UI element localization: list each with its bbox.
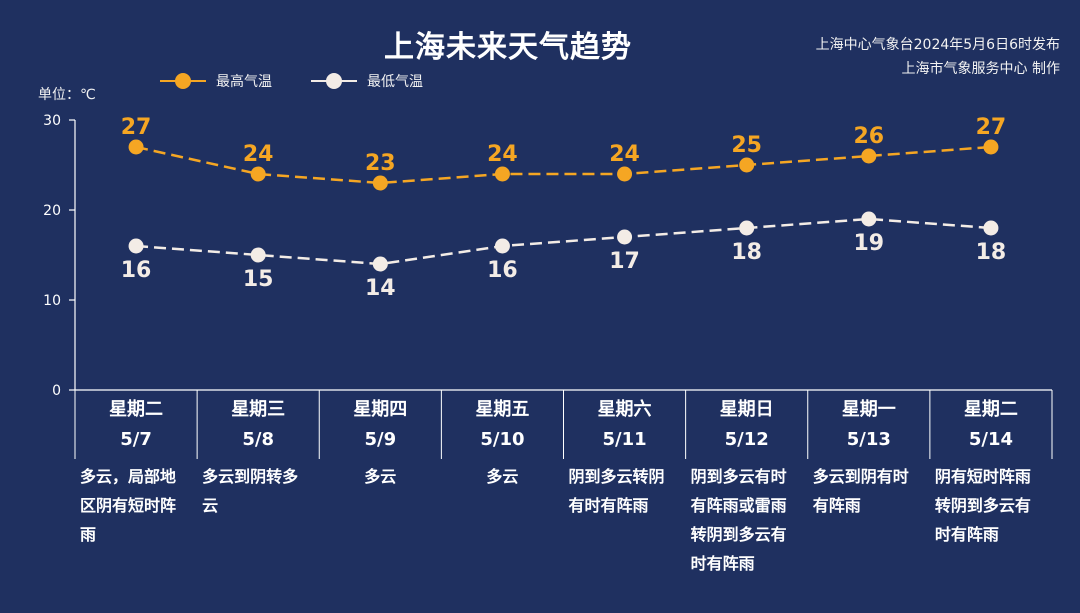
- weather-description: 多云: [364, 467, 397, 486]
- y-tick-label: 10: [43, 293, 61, 309]
- weekday-label: 星期三: [231, 399, 286, 420]
- day-header: 星期一 5/13: [808, 395, 930, 455]
- weekday-label: 星期一: [841, 399, 896, 420]
- data-point-low: [494, 238, 510, 254]
- source-info: 上海中心气象台2024年5月6日6时发布 上海市气象服务中心 制作: [816, 33, 1060, 81]
- data-label-high: 27: [121, 115, 152, 140]
- page-title: 上海未来天气趋势: [384, 30, 632, 65]
- y-tick-label: 0: [52, 383, 61, 399]
- weekday-label: 星期四: [353, 399, 408, 420]
- date-label: 5/14: [968, 429, 1014, 450]
- data-point-high: [617, 166, 633, 182]
- data-label-low: 14: [365, 276, 396, 301]
- weekday-label: 星期二: [109, 399, 164, 420]
- weekday-label: 星期日: [719, 399, 774, 420]
- day-header: 星期四 5/9: [319, 395, 441, 455]
- data-point-high: [494, 166, 510, 182]
- weekday-label: 星期六: [597, 399, 652, 420]
- data-point-high: [128, 139, 144, 155]
- data-label-low: 16: [487, 258, 518, 283]
- series-line-high: [135, 145, 992, 185]
- date-label: 5/10: [480, 429, 525, 450]
- data-point-low: [739, 220, 755, 236]
- y-tick-label: 30: [43, 113, 61, 129]
- source-issuer: 上海中心气象台2024年5月6日6时发布: [815, 37, 1060, 53]
- weather-description: 阴到多云有时有阵雨或雷雨转阴到多云有时有阵雨: [690, 467, 787, 573]
- legend-high-label: 最高气温: [216, 74, 272, 90]
- weekday-label: 星期二: [963, 399, 1018, 420]
- day-header: 星期六 5/11: [564, 395, 686, 455]
- weather-description: 多云，局部地区阴有短时阵雨: [80, 467, 177, 544]
- y-axis-unit-label: 单位：℃: [38, 87, 96, 103]
- data-point-low: [128, 238, 144, 254]
- day-header: 星期日 5/12: [686, 395, 808, 455]
- y-tick-label: 20: [43, 203, 61, 219]
- data-point-low: [983, 220, 999, 236]
- legend-low: 最低气温: [311, 70, 423, 92]
- data-label-low: 18: [976, 240, 1007, 265]
- legend-low-label: 最低气温: [367, 74, 423, 90]
- data-point-low: [372, 256, 388, 272]
- day-header: 星期二 5/14: [930, 395, 1052, 455]
- weather-description: 多云: [486, 467, 519, 486]
- date-label: 5/9: [364, 429, 397, 450]
- data-label-high: 24: [243, 142, 274, 167]
- data-point-high: [739, 157, 755, 173]
- data-label-high: 26: [854, 124, 885, 149]
- weather-description: 阴到多云转阴有时有阵雨: [568, 467, 665, 515]
- weather-description: 多云到阴转多云: [202, 467, 299, 515]
- weather-description: 阴有短时阵雨转阴到多云有时有阵雨: [934, 467, 1031, 544]
- day-header: 星期五 5/10: [441, 395, 563, 455]
- data-point-low: [617, 229, 633, 245]
- day-header: 星期二 5/7: [75, 395, 197, 455]
- data-label-low: 16: [121, 258, 152, 283]
- data-label-low: 19: [854, 231, 885, 256]
- data-label-high: 25: [731, 133, 762, 158]
- data-point-low: [861, 211, 877, 227]
- date-label: 5/11: [602, 429, 647, 450]
- data-label-low: 18: [731, 240, 762, 265]
- data-point-low: [250, 247, 266, 263]
- data-label-high: 23: [365, 151, 396, 176]
- data-point-high: [983, 139, 999, 155]
- data-point-high: [372, 175, 388, 191]
- weather-description: 多云到阴有时有阵雨: [812, 467, 909, 515]
- legend-low-marker: [311, 71, 357, 91]
- date-label: 5/8: [242, 429, 274, 450]
- data-label-low: 15: [243, 267, 274, 292]
- date-label: 5/12: [724, 429, 769, 450]
- data-point-high: [861, 148, 877, 164]
- day-header: 星期三 5/8: [197, 395, 319, 455]
- data-label-high: 24: [487, 142, 518, 167]
- data-label-high: 24: [609, 142, 640, 167]
- date-label: 5/13: [846, 429, 891, 450]
- date-label: 5/7: [120, 429, 152, 450]
- source-producer: 上海市气象服务中心 制作: [901, 61, 1060, 77]
- data-label-low: 17: [609, 249, 640, 274]
- legend-high-marker: [160, 71, 206, 91]
- legend-high: 最高气温: [160, 70, 272, 92]
- weekday-label: 星期五: [475, 399, 530, 420]
- data-point-high: [250, 166, 266, 182]
- data-label-high: 27: [976, 115, 1007, 140]
